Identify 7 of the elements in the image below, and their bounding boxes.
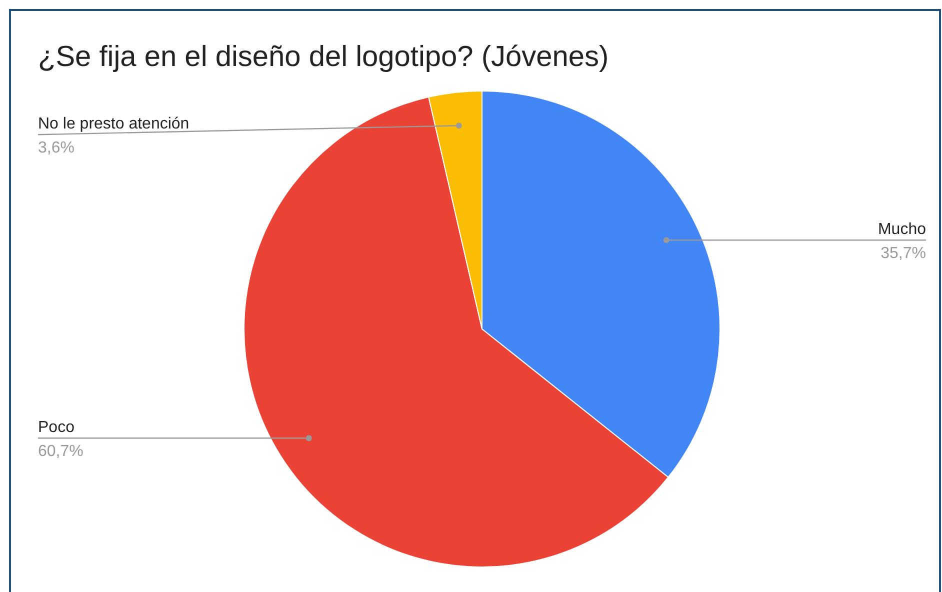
slice-label: No le presto atención — [38, 116, 190, 133]
slice-label: Mucho — [878, 221, 926, 238]
data-label: 3,6% — [38, 140, 74, 157]
slice-label: Poco — [38, 419, 75, 436]
data-label: 35,7% — [880, 245, 926, 262]
chart-title: ¿Se fija en el diseño del logotipo? (Jóvenes) — [38, 41, 609, 73]
data-label: 60,7% — [38, 443, 84, 460]
